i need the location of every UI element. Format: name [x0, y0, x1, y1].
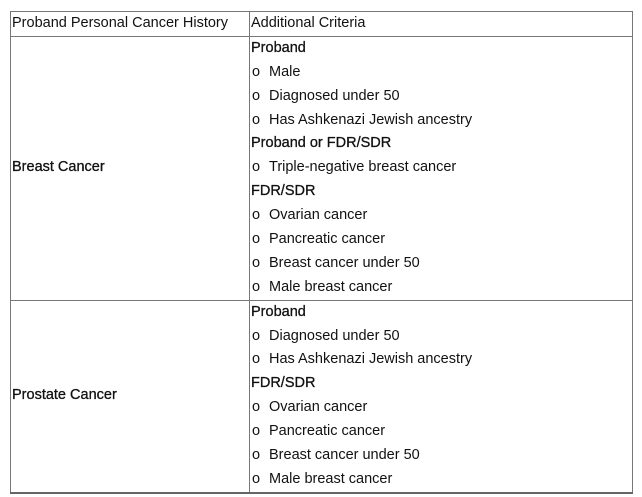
- cancer-history-label: Prostate Cancer: [12, 387, 117, 404]
- table-row: Breast Cancer Proband o Male o Diagnosed unde…: [10, 35, 633, 301]
- criteria-item-text: Has Ashkenazi Jewish ancestry: [269, 111, 473, 128]
- criteria-item-text: Triple-negative breast cancer: [269, 159, 457, 176]
- criteria-item-text: Breast cancer under 50: [269, 447, 420, 464]
- criteria-item: o Male breast cancer: [251, 468, 632, 492]
- criteria-item-text: Male breast cancer: [269, 470, 393, 487]
- criteria-subheading: Proband: [251, 303, 306, 320]
- table-row: Prostate Cancer Proband o Diagnosed under 5…: [10, 299, 633, 494]
- bullet-icon: o: [252, 278, 261, 295]
- criteria-cell: Proband o Diagnosed under 50 o Has Ashkenazi…: [249, 299, 633, 494]
- bullet-icon: o: [252, 159, 261, 176]
- criteria-item-text: Male breast cancer: [269, 278, 393, 295]
- header-row: Proband Personal Cancer History Addition…: [10, 11, 633, 37]
- bullet-icon: o: [252, 470, 261, 487]
- criteria-item-text: Diagnosed under 50: [269, 87, 400, 104]
- criteria-subheading: Proband or FDR/SDR: [251, 135, 392, 152]
- criteria-item: o Diagnosed under 50: [251, 325, 632, 349]
- criteria-item-text: Pancreatic cancer: [269, 423, 386, 440]
- criteria-item-text: Male: [269, 63, 301, 80]
- header-criteria: Additional Criteria: [249, 11, 633, 37]
- criteria-item-text: Breast cancer under 50: [269, 254, 420, 271]
- criteria-cell: Proband o Male o Diagnosed under 50 o Has Ashk…: [249, 35, 633, 301]
- criteria-item: o Male breast cancer: [251, 276, 632, 300]
- bullet-icon: o: [252, 63, 261, 80]
- criteria-item: o Pancreatic cancer: [251, 420, 632, 444]
- criteria-item-text: Ovarian cancer: [269, 207, 368, 224]
- cancer-history-label: Breast Cancer: [12, 159, 105, 176]
- history-cell: Breast Cancer: [10, 35, 250, 301]
- bullet-icon: o: [252, 254, 261, 271]
- criteria-item-text: Ovarian cancer: [269, 399, 368, 416]
- criteria-item-text: Pancreatic cancer: [269, 231, 386, 248]
- criteria-item: o Pancreatic cancer: [251, 228, 632, 252]
- criteria-item: o Ovarian cancer: [251, 396, 632, 420]
- criteria-subheading: FDR/SDR: [251, 183, 316, 200]
- criteria-item: o Triple-negative breast cancer: [251, 156, 632, 180]
- bullet-icon: o: [252, 447, 261, 464]
- bullet-icon: o: [252, 231, 261, 248]
- bullet-icon: o: [252, 87, 261, 104]
- header-history: Proband Personal Cancer History: [10, 11, 250, 37]
- criteria-subheading: Proband: [251, 39, 306, 56]
- criteria-item: o Breast cancer under 50: [251, 252, 632, 276]
- criteria-item: o Diagnosed under 50: [251, 85, 632, 109]
- criteria-item: o Has Ashkenazi Jewish ancestry: [251, 109, 632, 133]
- criteria-item: o Male: [251, 61, 632, 85]
- bullet-icon: o: [252, 423, 261, 440]
- criteria-subheading: FDR/SDR: [251, 375, 316, 392]
- bullet-icon: o: [252, 327, 261, 344]
- criteria-item-text: Has Ashkenazi Jewish ancestry: [269, 351, 473, 368]
- criteria-table: Proband Personal Cancer History Addition…: [10, 11, 633, 494]
- bullet-icon: o: [252, 111, 261, 128]
- criteria-item: o Breast cancer under 50: [251, 444, 632, 468]
- criteria-item-text: Diagnosed under 50: [269, 327, 400, 344]
- criteria-item: o Has Ashkenazi Jewish ancestry: [251, 348, 632, 372]
- bullet-icon: o: [252, 351, 261, 368]
- criteria-item: o Ovarian cancer: [251, 204, 632, 228]
- bullet-icon: o: [252, 207, 261, 224]
- bullet-icon: o: [252, 399, 261, 416]
- history-cell: Prostate Cancer: [10, 299, 250, 494]
